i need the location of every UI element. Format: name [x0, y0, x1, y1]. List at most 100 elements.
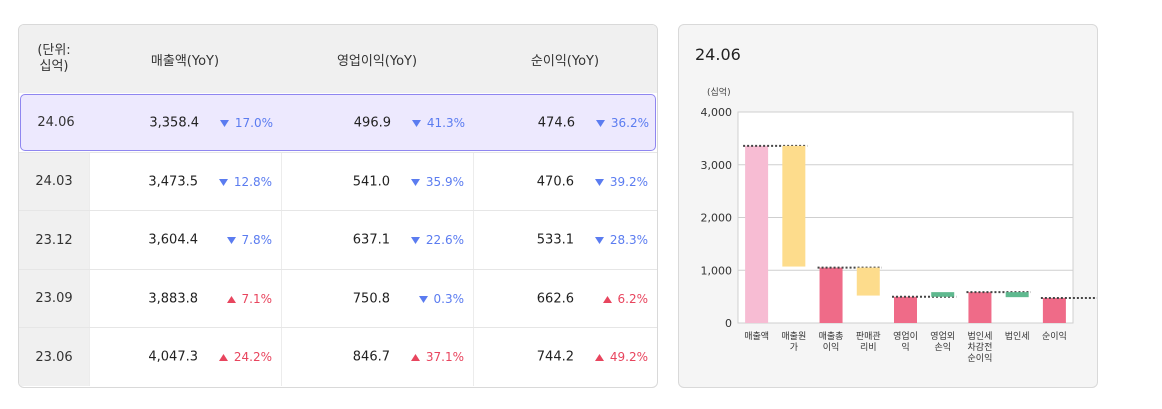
- x-tick-label: 법인세: [968, 331, 993, 342]
- revenue-change-value: 7.1%: [241, 291, 273, 306]
- waterfall-bar: [968, 292, 992, 323]
- revenue-change-value: 24.2%: [233, 350, 272, 364]
- net-change: 36.2%: [595, 115, 649, 130]
- revenue-change: 17.0%: [219, 116, 273, 130]
- revenue-cell: 3,604.4 7.8%: [89, 211, 282, 269]
- period-label: 23.09: [19, 269, 90, 328]
- revenue-change: 24.2%: [218, 350, 272, 364]
- waterfall-bar: [819, 267, 843, 323]
- op-change-value: 22.6%: [425, 233, 464, 247]
- net-change-value: 6.2%: [617, 291, 649, 306]
- triangle-down-icon: [594, 178, 604, 186]
- net-change: 39.2%: [594, 174, 648, 189]
- period-label: 24.03: [19, 152, 90, 211]
- x-tick-label: 매출총: [819, 331, 844, 342]
- revenue-cell: 3,883.8 7.1%: [89, 269, 282, 328]
- net-change-value: 49.2%: [609, 350, 648, 364]
- op-cell: 541.0 35.9%: [281, 152, 474, 211]
- waterfall-bar: [931, 292, 955, 297]
- op-change-value: 37.1%: [425, 350, 464, 364]
- triangle-down-icon: [595, 119, 605, 127]
- triangle-up-icon: [602, 295, 612, 303]
- revenue-change: 7.8%: [226, 233, 273, 247]
- op-change: 37.1%: [410, 350, 464, 364]
- triangle-down-icon: [226, 237, 236, 244]
- unit-label-line2: 십억): [39, 59, 69, 74]
- x-tick-label: 영업외: [930, 330, 955, 342]
- x-tick-label: 법인세: [1005, 331, 1030, 342]
- revenue-value: 3,358.4: [149, 115, 199, 130]
- triangle-down-icon: [594, 237, 604, 244]
- y-tick-label: 3,000: [701, 159, 733, 172]
- revenue-change-value: 12.8%: [233, 174, 272, 189]
- net-value: 744.2: [536, 349, 574, 365]
- waterfall-bar: [745, 145, 769, 323]
- table-header: (단위: 십억) 매출액(YoY) 영업이익(YoY) 순이익(YoY): [19, 25, 657, 93]
- op-value: 637.1: [352, 232, 390, 248]
- chart-panel: 24.06 (십억) 0 1,000 2,000 3,000 4,000 매출액 매출원 가 매출…: [678, 24, 1098, 388]
- op-change: 22.6%: [410, 233, 464, 247]
- waterfall-bar: [782, 145, 806, 267]
- waterfall-bar: [856, 267, 880, 296]
- op-change-value: 41.3%: [426, 115, 465, 130]
- revenue-change-value: 7.8%: [241, 233, 273, 247]
- net-cell: 474.6 36.2%: [475, 95, 657, 150]
- net-value: 470.6: [536, 174, 574, 189]
- op-cell: 496.9 41.3%: [283, 95, 475, 150]
- table-row[interactable]: 23.06 4,047.3 24.2% 846.7 37.1% 744.2 49…: [19, 327, 657, 386]
- y-tick-label: 2,000: [701, 212, 733, 225]
- op-change: 41.3%: [411, 115, 465, 130]
- net-value: 662.6: [536, 291, 574, 306]
- table-row[interactable]: 23.12 3,604.4 7.8% 637.1 22.6% 533.1 28.…: [19, 210, 657, 269]
- x-tick-label: 익: [901, 341, 909, 353]
- op-value: 750.8: [352, 291, 390, 306]
- revenue-change: 7.1%: [226, 291, 273, 306]
- op-change-value: 0.3%: [433, 291, 465, 306]
- triangle-down-icon: [219, 119, 229, 127]
- triangle-down-icon: [218, 178, 228, 186]
- op-value: 846.7: [352, 349, 390, 365]
- triangle-down-icon: [410, 178, 420, 186]
- unit-label: (단위: 십억): [19, 25, 89, 93]
- x-tick-label: 차감전: [968, 341, 993, 353]
- triangle-down-icon: [411, 119, 421, 127]
- table-row-selected[interactable]: 24.06 3,358.4 17.0% 496.9 41.3% 474.6 36…: [20, 94, 656, 151]
- op-value: 541.0: [352, 174, 390, 189]
- y-tick-label: 4,000: [701, 106, 733, 119]
- triangle-up-icon: [410, 354, 420, 361]
- waterfall-bar: [1042, 297, 1066, 323]
- net-change-value: 36.2%: [610, 115, 649, 130]
- y-tick-label: 1,000: [701, 264, 733, 277]
- revenue-cell: 3,473.5 12.8%: [89, 152, 282, 211]
- revenue-value: 4,047.3: [148, 349, 198, 365]
- op-change: 0.3%: [418, 291, 465, 306]
- waterfall-bar: [894, 296, 917, 323]
- revenue-value: 3,604.4: [148, 232, 198, 248]
- y-tick-label: 0: [725, 317, 732, 330]
- net-change: 6.2%: [602, 291, 649, 306]
- chart-title: 24.06: [695, 45, 741, 64]
- x-tick-label: 영업이: [893, 331, 918, 342]
- period-label: 23.12: [19, 211, 90, 269]
- x-tick-label: 순이익: [968, 352, 993, 364]
- op-value: 496.9: [353, 115, 391, 130]
- net-value: 533.1: [536, 232, 574, 248]
- waterfall-bar: [1005, 292, 1029, 298]
- net-change: 49.2%: [594, 350, 648, 364]
- net-change-value: 39.2%: [609, 174, 648, 189]
- op-cell: 846.7 37.1%: [281, 328, 474, 386]
- table-row[interactable]: 23.09 3,883.8 7.1% 750.8 0.3% 662.6 6.2%: [19, 268, 657, 328]
- op-change-value: 35.9%: [425, 174, 464, 189]
- table-row[interactable]: 24.03 3,473.5 12.8% 541.0 35.9% 470.6 39…: [19, 151, 657, 211]
- header-net-income: 순이익(YoY): [530, 53, 600, 69]
- x-tick-label: 리비: [860, 342, 877, 353]
- x-tick-label: 판매관: [856, 331, 881, 342]
- revenue-cell: 3,358.4 17.0%: [91, 95, 283, 150]
- op-cell: 750.8 0.3%: [281, 269, 474, 328]
- y-axis-label: (십억): [707, 86, 731, 98]
- op-change: 35.9%: [410, 174, 464, 189]
- financial-table: (단위: 십억) 매출액(YoY) 영업이익(YoY) 순이익(YoY) 24.…: [18, 24, 658, 388]
- revenue-cell: 4,047.3 24.2%: [89, 328, 282, 386]
- triangle-down-icon: [418, 295, 428, 303]
- op-cell: 637.1 22.6%: [281, 211, 474, 269]
